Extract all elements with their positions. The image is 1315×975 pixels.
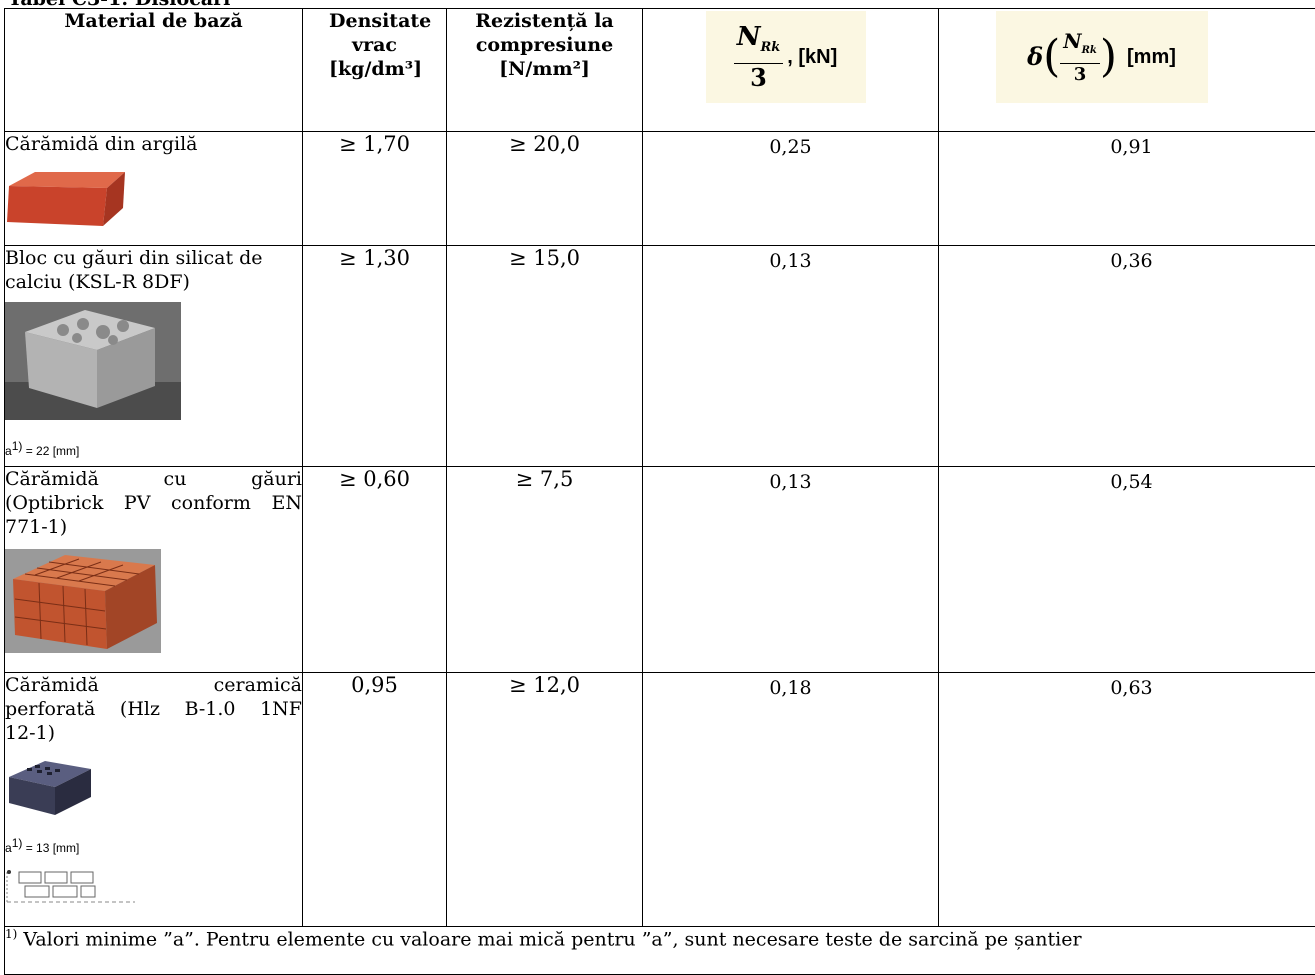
load-unit: , [kN] (787, 45, 837, 69)
load-cell: 0,13 (643, 467, 939, 673)
material-cell: Cărămidă din argilă (5, 132, 303, 246)
material-cell: Cărămidă cu găuri (Optibrick PV conform … (5, 467, 303, 673)
compression-cell: ≥ 20,0 (447, 132, 643, 246)
header-compression-text: Rezistență la compresiune [N/mm²] (447, 9, 642, 81)
footnote-sup: 1) (5, 927, 17, 941)
disp-unit: [mm] (1127, 45, 1176, 69)
material-name-line: Cărămidă ceramică (5, 673, 302, 697)
table-row: Cărămidă ceramică perforată (Hlz B-1.0 1… (5, 673, 1315, 927)
load-formula: NRk 3 , [kN] (706, 11, 866, 103)
material-cell: Cărămidă ceramică perforată (Hlz B-1.0 1… (5, 673, 303, 927)
load-numerator: N (737, 22, 761, 52)
disp-subscript: Rk (1082, 45, 1097, 56)
silicate-block-image (5, 302, 181, 420)
header-compression: Rezistență la compresiune [N/mm²] (447, 9, 643, 132)
table-row: Cărămidă cu găuri (Optibrick PV conform … (5, 467, 1315, 673)
compression-cell: ≥ 7,5 (447, 467, 643, 673)
material-name-line: perforată (Hlz B-1.0 1NF (5, 697, 302, 721)
density-cell: ≥ 1,30 (303, 246, 447, 467)
material-name-line: 12-1) (5, 721, 302, 745)
table-row: Bloc cu găuri din silicat de calciu (KSL… (5, 246, 1315, 467)
load-cell: 0,18 (643, 673, 939, 927)
note-prefix: a (5, 841, 12, 855)
displacement-cell: 0,63 (939, 673, 1315, 927)
dislocation-table: Material de bază Densitate vrac [kg/dm³]… (4, 8, 1315, 975)
note-value: = 22 [mm] (26, 444, 80, 458)
edge-distance-sketch (5, 868, 135, 904)
load-subscript: Rk (760, 40, 780, 55)
header-load: NRk 3 , [kN] (643, 9, 939, 132)
footnote: 1) Valori minime ”a”. Pentru elemente cu… (5, 927, 1315, 975)
displacement-cell: 0,91 (939, 132, 1315, 246)
note-sup: 1) (12, 836, 23, 850)
ceramic-brick-image (5, 757, 93, 817)
header-material: Material de bază (5, 9, 303, 132)
min-edge-note: a1) = 22 [mm] (5, 434, 302, 463)
optibrick-image (5, 549, 161, 653)
disp-denominator: 3 (1074, 64, 1087, 86)
compression-cell: ≥ 15,0 (447, 246, 643, 467)
header-row: Material de bază Densitate vrac [kg/dm³]… (5, 9, 1315, 132)
material-name: Cărămidă din argilă (5, 133, 197, 155)
load-cell: 0,13 (643, 246, 939, 467)
header-density-text: Densitate vrac [kg/dm³] (303, 9, 446, 81)
material-name-line: (Optibrick PV conform EN (5, 491, 302, 515)
footnote-row: 1) Valori minime ”a”. Pentru elemente cu… (5, 927, 1315, 975)
load-cell: 0,25 (643, 132, 939, 246)
density-cell: ≥ 1,70 (303, 132, 447, 246)
material-name: Bloc cu găuri din silicat de calciu (KSL… (5, 247, 263, 293)
compression-cell: ≥ 12,0 (447, 673, 643, 927)
material-cell: Bloc cu găuri din silicat de calciu (KSL… (5, 246, 303, 467)
header-density: Densitate vrac [kg/dm³] (303, 9, 447, 132)
density-cell: ≥ 0,60 (303, 467, 447, 673)
clay-brick-image (5, 164, 125, 230)
note-value: = 13 [mm] (26, 841, 80, 855)
displacement-cell: 0,54 (939, 467, 1315, 673)
note-sup: 1) (12, 439, 23, 453)
footnote-text: Valori minime ”a”. Pentru elemente cu va… (23, 928, 1081, 950)
note-prefix: a (5, 444, 12, 458)
displacement-formula: δ ( NRk 3 ) [mm] (996, 11, 1208, 103)
load-denominator: 3 (750, 64, 767, 92)
disp-symbol: δ (1027, 45, 1043, 69)
density-cell: 0,95 (303, 673, 447, 927)
disp-numerator: N (1063, 29, 1081, 53)
min-edge-note: a1) = 13 [mm] (5, 831, 302, 860)
header-displacement: δ ( NRk 3 ) [mm] (939, 9, 1315, 132)
material-name-line: 771-1) (5, 515, 302, 539)
displacement-cell: 0,36 (939, 246, 1315, 467)
table-row: Cărămidă din argilă ≥ 1,70 ≥ 20,0 0,25 0… (5, 132, 1315, 246)
material-name-line: Cărămidă cu găuri (5, 467, 302, 491)
